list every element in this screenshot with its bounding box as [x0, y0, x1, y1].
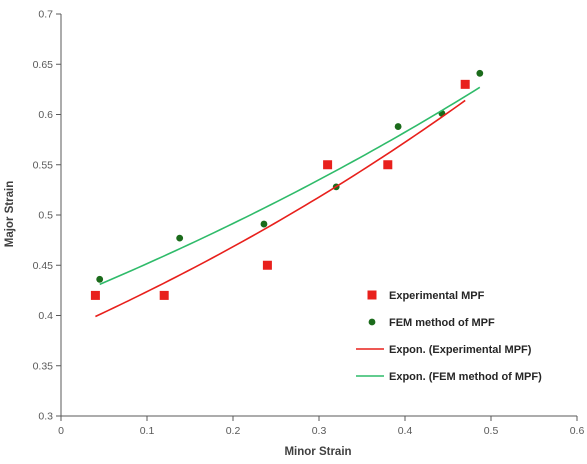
- y-tick-label: 0.45: [33, 260, 54, 272]
- data-point-square: [460, 79, 470, 89]
- legend-circle-swatch: [368, 318, 376, 326]
- data-point-circle: [96, 275, 104, 283]
- x-tick-label: 0.3: [312, 425, 327, 437]
- legend-item: FEM method of MPF: [368, 317, 495, 329]
- x-tick-label: 0.1: [140, 425, 155, 437]
- legend-square-swatch: [367, 290, 377, 300]
- legend-item: Expon. (Experimental MPF): [356, 344, 532, 356]
- data-point-square: [262, 260, 272, 270]
- series-layer: [90, 69, 484, 318]
- data-point-circle: [476, 69, 484, 77]
- x-tick-label: 0.5: [484, 425, 499, 437]
- legend-label: FEM method of MPF: [389, 317, 495, 329]
- data-point-square: [383, 160, 393, 170]
- y-tick-label: 0.5: [38, 210, 53, 222]
- data-point-square: [323, 160, 333, 170]
- series-2: [95, 99, 466, 318]
- y-axis-title: Major Strain: [4, 181, 16, 247]
- y-tick-label: 0.35: [33, 360, 54, 372]
- legend-label: Experimental MPF: [389, 290, 485, 302]
- y-tick-label: 0.7: [38, 9, 53, 21]
- data-point-square: [159, 290, 169, 300]
- legend-label: Expon. (Experimental MPF): [389, 344, 532, 356]
- y-tick-label: 0.3: [38, 411, 53, 423]
- legend-item: Expon. (FEM method of MPF): [356, 371, 542, 383]
- trendline-curve: [99, 86, 481, 286]
- series-3: [99, 86, 481, 286]
- axes: [56, 13, 578, 421]
- series-0: [90, 79, 470, 300]
- x-tick-label: 0.2: [226, 425, 241, 437]
- data-point-circle: [394, 123, 402, 130]
- legend-label: Expon. (FEM method of MPF): [389, 371, 542, 383]
- y-tick-label: 0.65: [33, 59, 54, 71]
- x-tick-label: 0: [58, 425, 64, 437]
- data-point-square: [90, 290, 100, 300]
- y-tick-label: 0.4: [38, 310, 53, 322]
- x-axis-title: Minor Strain: [284, 446, 351, 458]
- tick-labels: 0 0.1 0.2 0.3 0.4 0.5 0.6 0.3 0.35 0.4 0.45 0.5 0.55…: [33, 9, 585, 438]
- legend: Experimental MPF FEM method of MPF Expon. …: [356, 290, 542, 383]
- trendline-curve: [95, 99, 466, 318]
- x-tick-label: 0.6: [570, 425, 585, 437]
- x-tick-label: 0.4: [398, 425, 413, 437]
- data-point-circle: [176, 234, 184, 242]
- y-tick-label: 0.55: [33, 159, 54, 171]
- y-tick-label: 0.6: [38, 109, 53, 121]
- legend-item: Experimental MPF: [367, 290, 485, 302]
- series-1: [96, 69, 484, 283]
- data-point-circle: [260, 220, 268, 228]
